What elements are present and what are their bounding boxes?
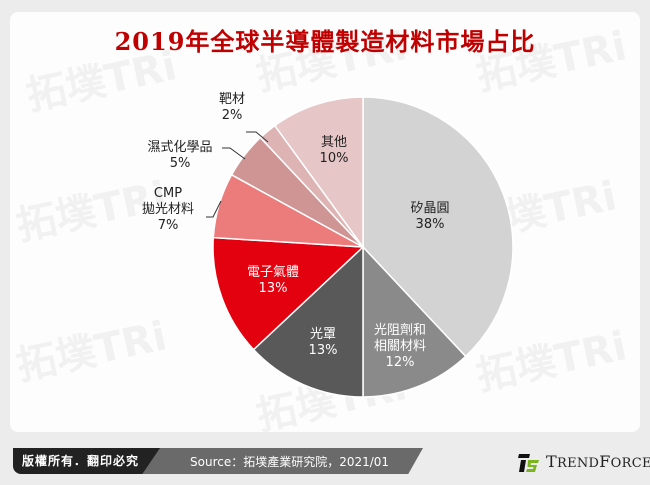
slice-photomask	[252, 245, 364, 398]
label-photomask-name: 光罩	[309, 327, 336, 342]
footer-source-bar	[128, 448, 423, 474]
footer-copyright-bar	[13, 448, 160, 474]
label-other-pct: 10%	[319, 151, 349, 166]
label-target-pct: 2%	[221, 108, 243, 123]
trendforce-brand: TRENDFORCE	[546, 452, 650, 471]
label-other-name: 其他	[320, 135, 347, 150]
trendforce-logo-icon	[518, 454, 539, 472]
label-gas-pct: 13%	[258, 281, 288, 296]
brand-f: F	[599, 452, 611, 471]
label-other: 其他 10%	[312, 135, 356, 167]
label-cmp-pct: 7%	[157, 218, 179, 233]
label-electronic-gas: 電子氣體 13%	[238, 265, 308, 297]
label-photomask-pct: 13%	[308, 343, 338, 358]
slice-photoresist	[362, 245, 467, 398]
label-target: 靶材 2%	[212, 92, 252, 124]
label-photoresist: 光阻劑和 相關材料 12%	[368, 323, 432, 371]
slice-other	[273, 96, 364, 250]
label-wet-chemicals: 濕式化學品 5%	[138, 140, 222, 172]
label-wafer: 矽晶圓 38%	[395, 201, 465, 233]
label-target-name: 靶材	[218, 92, 245, 107]
label-photoresist-pct: 12%	[385, 355, 415, 370]
chart-title: 2019年全球半導體製造材料市場占比	[114, 27, 536, 56]
label-cmp-name1: CMP	[153, 186, 183, 201]
label-photomask: 光罩 13%	[303, 327, 343, 359]
label-photoresist-name2: 相關材料	[373, 339, 426, 354]
leader-wet	[222, 147, 246, 160]
label-wafer-name: 矽晶圓	[410, 201, 450, 216]
label-gas-name: 電子氣體	[246, 265, 299, 280]
label-wafer-pct: 38%	[415, 217, 445, 232]
label-wet-pct: 5%	[169, 156, 191, 171]
leader-target	[246, 131, 269, 143]
leader-cmp	[206, 200, 222, 218]
brand-orce: ORCE	[610, 456, 650, 471]
label-photoresist-name1: 光阻劑和	[373, 323, 426, 338]
brand-rend: REND	[556, 456, 600, 471]
slice-electronic-gas	[212, 236, 365, 351]
source-text: Source：拓墣產業研究院，2021/01	[190, 455, 390, 469]
slice-wafer	[362, 96, 514, 358]
label-wet-name: 濕式化學品	[147, 140, 213, 155]
copyright-text: 版權所有．翻印必究	[22, 454, 140, 468]
label-cmp: CMP 拋光材料 7%	[133, 186, 203, 234]
label-cmp-name2: 拋光材料	[141, 202, 194, 217]
brand-t: T	[546, 452, 557, 471]
